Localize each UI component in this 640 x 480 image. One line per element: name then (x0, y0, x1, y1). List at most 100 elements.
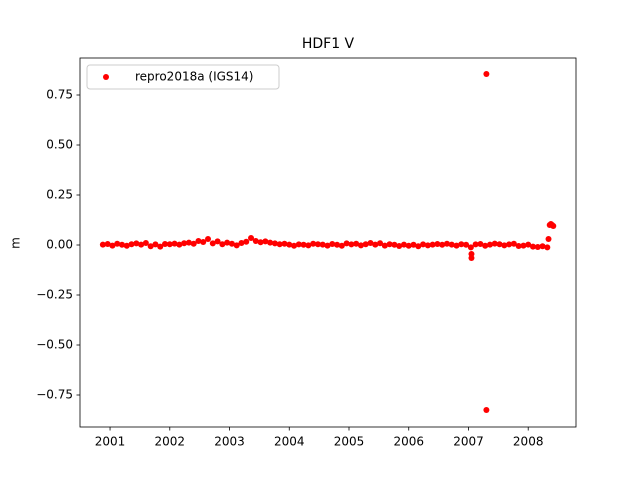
point (510, 240, 517, 247)
x-tick-label: 2001 (95, 435, 126, 449)
point (214, 238, 221, 245)
point (324, 242, 331, 249)
x-tick-label: 2005 (334, 435, 365, 449)
point (477, 241, 484, 247)
point (434, 241, 441, 247)
y-tick-label: −0.50 (36, 338, 73, 352)
point (281, 240, 288, 247)
point (472, 241, 479, 248)
point (233, 242, 240, 249)
series (99, 71, 557, 413)
legend-label: repro2018a (IGS14) (135, 70, 253, 84)
point (114, 240, 121, 247)
point (310, 240, 317, 247)
point (367, 240, 374, 246)
point (271, 240, 278, 247)
point (343, 240, 350, 247)
point (118, 241, 125, 248)
point (257, 239, 264, 246)
point (133, 240, 140, 247)
point (443, 240, 450, 247)
point (415, 243, 422, 250)
point (99, 241, 106, 248)
point (104, 241, 111, 247)
point (219, 241, 226, 248)
point (176, 241, 183, 248)
point (300, 241, 307, 248)
point (362, 241, 369, 248)
point (496, 241, 503, 248)
point (545, 236, 552, 242)
point (483, 71, 490, 77)
x-tick-label: 2007 (453, 435, 484, 449)
point (171, 240, 178, 247)
y-tick-label: −0.75 (36, 388, 73, 402)
point (334, 241, 341, 248)
point (262, 238, 269, 245)
point (228, 240, 235, 247)
point (181, 240, 188, 247)
point (486, 241, 493, 248)
point (200, 239, 207, 245)
point (520, 242, 527, 249)
point (539, 243, 546, 250)
point (138, 241, 145, 248)
point (448, 241, 455, 248)
point (491, 240, 498, 247)
x-tick-label: 2003 (214, 435, 245, 449)
point (238, 240, 245, 246)
point (123, 242, 130, 249)
y-tick-label: 0.25 (46, 188, 73, 202)
point (483, 407, 490, 413)
point (166, 241, 173, 248)
point (550, 223, 557, 229)
point (372, 241, 379, 248)
point (276, 241, 283, 248)
point (348, 241, 355, 248)
point (205, 236, 212, 242)
point (410, 241, 417, 248)
point (381, 242, 388, 249)
y-tick-label: 0.50 (46, 138, 73, 152)
point (377, 240, 384, 247)
chart-title: HDF1 V (302, 36, 355, 52)
point (468, 251, 475, 257)
point (400, 241, 407, 248)
point (329, 241, 336, 247)
legend-frame (86, 64, 280, 90)
point (357, 242, 364, 249)
point (319, 241, 326, 248)
point (463, 241, 470, 248)
point (243, 238, 250, 245)
point (295, 241, 302, 248)
point (286, 241, 293, 248)
point (501, 242, 508, 249)
x-tick-label: 2006 (393, 435, 424, 449)
y-tick-label: 0.75 (46, 88, 73, 102)
point (195, 238, 202, 244)
legend: repro2018a (IGS14) (86, 64, 280, 90)
point (252, 238, 259, 244)
point (525, 241, 532, 248)
x-tick-label: 2002 (155, 435, 186, 449)
point (386, 241, 393, 248)
y-tick-label: 0.00 (46, 238, 73, 252)
point (128, 241, 135, 248)
point (405, 242, 412, 249)
point (209, 240, 216, 247)
point (142, 240, 149, 246)
y-tick-label: −0.25 (36, 288, 73, 302)
y-axis-label: m (9, 237, 23, 249)
point (515, 243, 522, 249)
point (439, 241, 446, 248)
point (185, 239, 192, 246)
point (224, 239, 231, 246)
point (338, 242, 345, 249)
point (396, 243, 403, 249)
point (152, 241, 159, 248)
x-tick-label: 2004 (274, 435, 305, 449)
point (391, 241, 398, 248)
x-tick-label: 2008 (513, 435, 544, 449)
point (305, 242, 312, 249)
